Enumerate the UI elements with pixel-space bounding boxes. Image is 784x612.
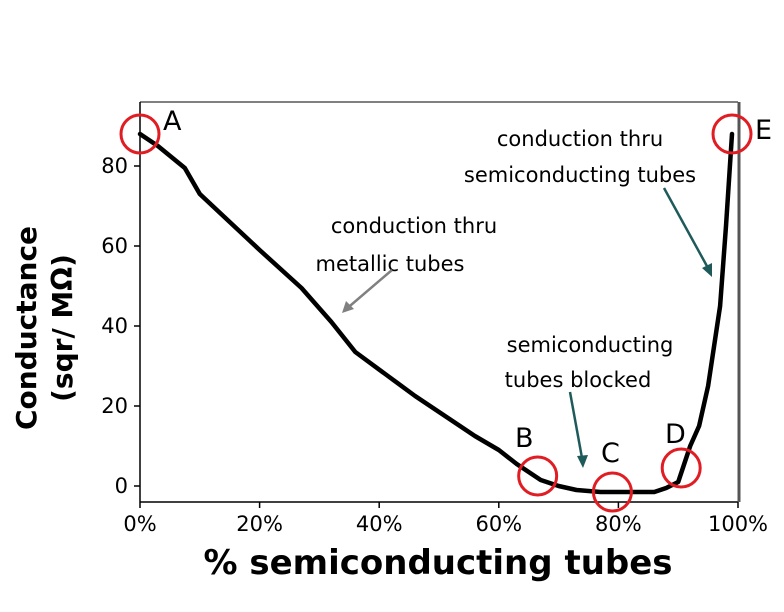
y-axis-title-line1: Conductance: [10, 226, 43, 430]
series-line: [137, 131, 735, 495]
y-tick-label: 0: [115, 474, 128, 498]
point-label-b: B: [515, 423, 534, 454]
arrow-metallic: [343, 269, 393, 312]
annotation-metallic-line1: conduction thru: [331, 214, 497, 238]
x-tick-label: 0%: [123, 512, 156, 536]
arrowhead-metallic: [342, 301, 354, 313]
arrowhead-semi: [702, 263, 712, 277]
highlight-circle-e: [711, 113, 753, 155]
annotation-blocked-line1: semiconducting: [507, 333, 674, 357]
x-tick-label: 80%: [595, 512, 642, 536]
y-axis-title-line2: (sqr/ MΩ): [46, 254, 79, 402]
highlight-circle-a: [119, 113, 161, 155]
highlight-circles: [119, 113, 753, 513]
y-tick-label: 80: [101, 154, 128, 178]
x-tick-label: 40%: [356, 512, 403, 536]
point-label-c: C: [601, 438, 620, 469]
tick-group: 0% 20% 40% 60% 80% 100% 0 20 40 60 80: [101, 154, 768, 536]
highlight-circle-d: [660, 447, 702, 489]
point-label-e: E: [755, 115, 772, 146]
point-label-a: A: [163, 106, 182, 137]
arrowhead-blocked: [577, 455, 588, 468]
highlight-circle-b: [517, 455, 559, 497]
x-tick-label: 20%: [236, 512, 283, 536]
highlight-circle-c: [591, 471, 633, 513]
axes: [139, 101, 741, 503]
annotation-semi-line2: semiconducting tubes: [464, 163, 696, 187]
x-axis-title: % semiconducting tubes: [203, 543, 672, 583]
annotation-metallic: conduction thru metallic tubes: [316, 214, 498, 276]
annotation-blocked-line2: tubes blocked: [505, 368, 652, 392]
arrow-semi: [662, 187, 710, 269]
y-tick-label: 60: [101, 234, 128, 258]
y-tick-label: 40: [101, 314, 128, 338]
x-tick-label: 100%: [708, 512, 768, 536]
annotation-semi-line1: conduction thru: [497, 127, 663, 151]
arrow-blocked: [568, 391, 584, 459]
point-label-d: D: [665, 419, 686, 450]
x-tick-label: 60%: [475, 512, 522, 536]
y-tick-label: 20: [101, 394, 128, 418]
annotation-blocked: semiconducting tubes blocked: [505, 333, 674, 392]
annotation-semiconducting: conduction thru semiconducting tubes: [464, 127, 696, 187]
